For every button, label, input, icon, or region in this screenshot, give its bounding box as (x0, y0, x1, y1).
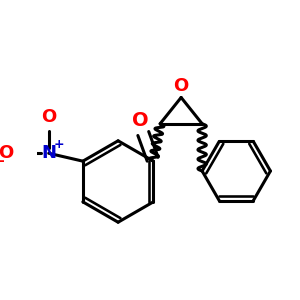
Text: -: - (0, 154, 4, 168)
Text: +: + (54, 138, 64, 151)
Text: O: O (132, 111, 148, 130)
Text: O: O (41, 108, 56, 126)
Text: O: O (0, 144, 13, 162)
Text: O: O (173, 77, 189, 95)
Text: N: N (41, 144, 56, 162)
